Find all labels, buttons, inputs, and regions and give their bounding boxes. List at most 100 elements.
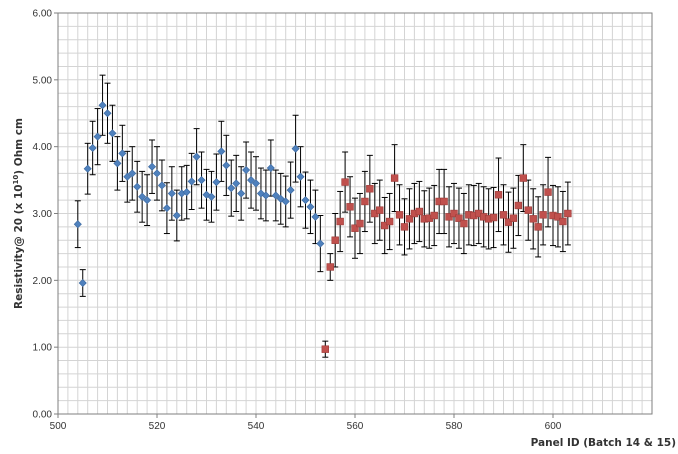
data-point-diamond — [162, 204, 171, 213]
data-point-diamond — [212, 178, 221, 187]
data-point-diamond — [271, 191, 280, 200]
data-point-square — [351, 224, 359, 232]
data-point-square — [514, 201, 523, 210]
data-point-diamond — [128, 169, 137, 178]
data-point-square — [361, 197, 369, 206]
data-point-square — [489, 213, 498, 222]
data-point-square — [440, 197, 448, 206]
y-tick-label: 0.00 — [33, 410, 53, 421]
x-tick-label: 500 — [50, 421, 67, 432]
x-tick-label: 600 — [545, 421, 562, 432]
data-point-diamond — [301, 196, 310, 205]
data-point-square — [455, 214, 463, 222]
data-point-square — [331, 236, 339, 244]
data-point-diamond — [232, 179, 241, 188]
y-axis-title-suffix: ) Ohm cm — [13, 118, 25, 175]
y-tick-label: 5.00 — [33, 75, 53, 86]
data-point-square — [534, 223, 542, 231]
data-point-square — [519, 174, 528, 182]
data-point-square — [460, 219, 468, 228]
data-point-diamond — [118, 149, 127, 158]
data-point-diamond — [113, 159, 122, 168]
data-point-diamond — [237, 189, 246, 198]
data-point-square — [376, 206, 384, 214]
data-point-diamond — [242, 166, 251, 175]
data-point-diamond — [83, 164, 92, 173]
data-point-diamond — [172, 211, 181, 220]
data-point-square — [346, 203, 354, 211]
data-point-diamond — [316, 239, 325, 248]
data-point-diamond — [286, 186, 295, 195]
data-point-diamond — [88, 143, 97, 153]
data-point-diamond — [296, 172, 305, 181]
data-point-square — [450, 209, 458, 218]
data-point-square — [380, 221, 389, 230]
data-point-square — [390, 174, 399, 182]
data-point-square — [539, 211, 547, 219]
data-point-square — [356, 219, 364, 228]
x-tick-label: 540 — [248, 421, 265, 432]
y-tick-label: 4.00 — [33, 142, 53, 153]
data-point-diamond — [157, 181, 166, 190]
data-point-diamond — [182, 188, 191, 197]
data-point-diamond — [281, 197, 290, 206]
data-point-diamond — [227, 184, 236, 193]
data-markers — [73, 101, 572, 353]
data-point-diamond — [207, 192, 216, 201]
data-point-square — [321, 345, 329, 353]
data-point-square — [326, 263, 334, 271]
data-point-diamond — [143, 196, 152, 205]
data-point-diamond — [167, 189, 176, 198]
data-point-diamond — [192, 152, 201, 161]
data-point-diamond — [98, 101, 107, 110]
data-point-diamond — [217, 147, 226, 156]
data-point-diamond — [197, 176, 206, 185]
y-axis-ticks: 0.00 1.00 2.00 3.00 4.00 5.00 6.00 — [33, 9, 58, 421]
data-point-square — [509, 214, 518, 222]
data-point-square — [385, 217, 394, 226]
x-axis-title: Panel ID (Batch 14 & 15) — [531, 437, 676, 449]
data-point-diamond — [133, 182, 142, 191]
data-point-diamond — [251, 179, 261, 188]
data-point-square — [494, 191, 503, 199]
data-point-diamond — [222, 161, 231, 170]
y-tick-label: 1.00 — [33, 343, 53, 354]
data-point-diamond — [311, 212, 320, 221]
y-tick-label: 3.00 — [33, 209, 53, 220]
data-point-diamond — [187, 177, 196, 186]
data-point-diamond — [123, 172, 132, 181]
data-point-square — [504, 218, 513, 226]
data-point-diamond — [266, 164, 275, 173]
data-point-diamond — [306, 202, 315, 211]
x-tick-label: 560 — [347, 421, 364, 432]
data-point-square — [395, 211, 404, 219]
data-point-square — [430, 211, 438, 220]
data-point-diamond — [148, 162, 157, 171]
data-point-square — [336, 217, 344, 226]
data-point-diamond — [103, 109, 112, 118]
data-point-diamond — [247, 176, 256, 185]
data-point-diamond — [152, 169, 162, 178]
data-point-square — [405, 215, 414, 223]
data-point-diamond — [291, 144, 300, 153]
x-axis-ticks: 500 520 540 560 580 600 — [50, 414, 562, 432]
data-point-diamond — [261, 191, 270, 200]
data-point-square — [524, 206, 532, 214]
data-point-diamond — [138, 192, 147, 201]
y-axis-title-superscript: 10 — [12, 175, 20, 185]
data-point-square — [554, 213, 562, 221]
y-tick-label: 6.00 — [33, 9, 53, 20]
y-axis-title: Resistivity@ 20 (x 1010) Ohm cm — [12, 118, 25, 309]
data-point-square — [529, 215, 537, 223]
x-tick-label: 520 — [149, 421, 166, 432]
data-point-square — [559, 217, 567, 226]
data-point-diamond — [93, 132, 102, 141]
data-point-diamond — [78, 278, 87, 288]
y-axis-title-prefix: Resistivity@ 20 (x 10 — [13, 184, 25, 309]
data-point-diamond — [73, 220, 82, 229]
data-point-square — [564, 209, 572, 218]
y-tick-label: 2.00 — [33, 276, 53, 287]
data-point-diamond — [108, 129, 117, 138]
data-point-square — [544, 188, 552, 196]
